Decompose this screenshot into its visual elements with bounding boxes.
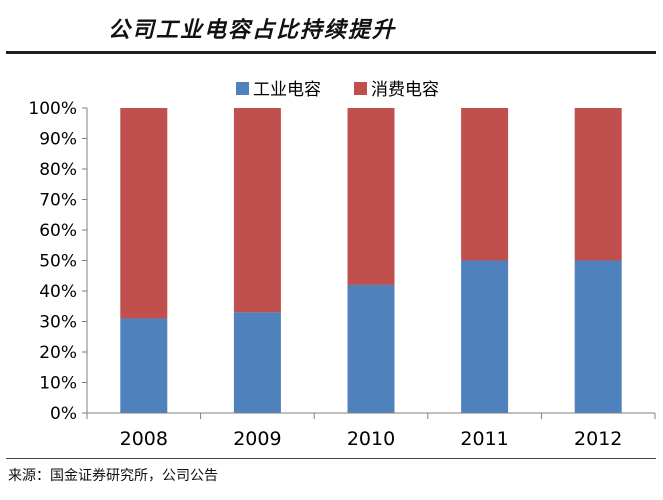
y-tick-label: 70% [39, 191, 77, 211]
bar-consumer-2009 [233, 108, 281, 313]
x-tick-label: 2008 [120, 428, 168, 450]
y-tick-label: 50% [39, 252, 77, 272]
legend: 工业电容 消费电容 [236, 80, 439, 100]
y-tick-label: 30% [39, 313, 77, 333]
bar-consumer-2011 [461, 108, 509, 261]
bar-consumer-2010 [347, 108, 395, 285]
page-title: 公司工业电容占比持续提升 [108, 17, 397, 43]
bars [120, 108, 622, 413]
legend-swatch-industrial [236, 82, 249, 95]
bar-industrial-2009 [233, 312, 281, 413]
y-tick-label: 10% [39, 374, 77, 394]
bar-industrial-2012 [574, 260, 622, 413]
chart-area: 工业电容 消费电容 0% 10% 20% 30% 40% 50% 60% 70% 80% 90% 10… [0, 60, 663, 460]
bar-industrial-2010 [347, 284, 395, 413]
x-tick-label: 2011 [460, 428, 508, 450]
y-tick-label: 0% [50, 404, 77, 424]
header-divider [6, 51, 656, 54]
bar-consumer-2012 [574, 108, 622, 261]
bar-industrial-2011 [461, 260, 509, 413]
y-tick-label: 100% [28, 99, 77, 119]
legend-label-consumer: 消费电容 [371, 80, 439, 100]
x-tick-label: 2012 [574, 428, 622, 450]
footer-divider [6, 458, 656, 459]
bar-industrial-2008 [120, 318, 168, 413]
x-tick-label: 2009 [233, 428, 281, 450]
x-tick-label: 2010 [347, 428, 395, 450]
y-axis: 0% 10% 20% 30% 40% 50% 60% 70% 80% 90% 100% [28, 99, 88, 424]
y-tick-label: 90% [39, 130, 77, 150]
y-tick-label: 20% [39, 343, 77, 363]
y-tick-label: 80% [39, 160, 77, 180]
header: 公司工业电容占比持续提升 [0, 0, 663, 54]
legend-label-industrial: 工业电容 [253, 80, 321, 100]
y-tick-label: 60% [39, 221, 77, 241]
legend-swatch-consumer [354, 82, 367, 95]
y-tick-label: 40% [39, 282, 77, 302]
bar-consumer-2008 [120, 108, 168, 319]
source-note: 来源：国金证券研究所，公司公告 [8, 468, 218, 484]
x-axis: 2008 2009 2010 2011 2012 [86, 412, 656, 450]
stacked-bar-chart: 工业电容 消费电容 0% 10% 20% 30% 40% 50% 60% 70% 80% 90% 10… [28, 80, 656, 450]
